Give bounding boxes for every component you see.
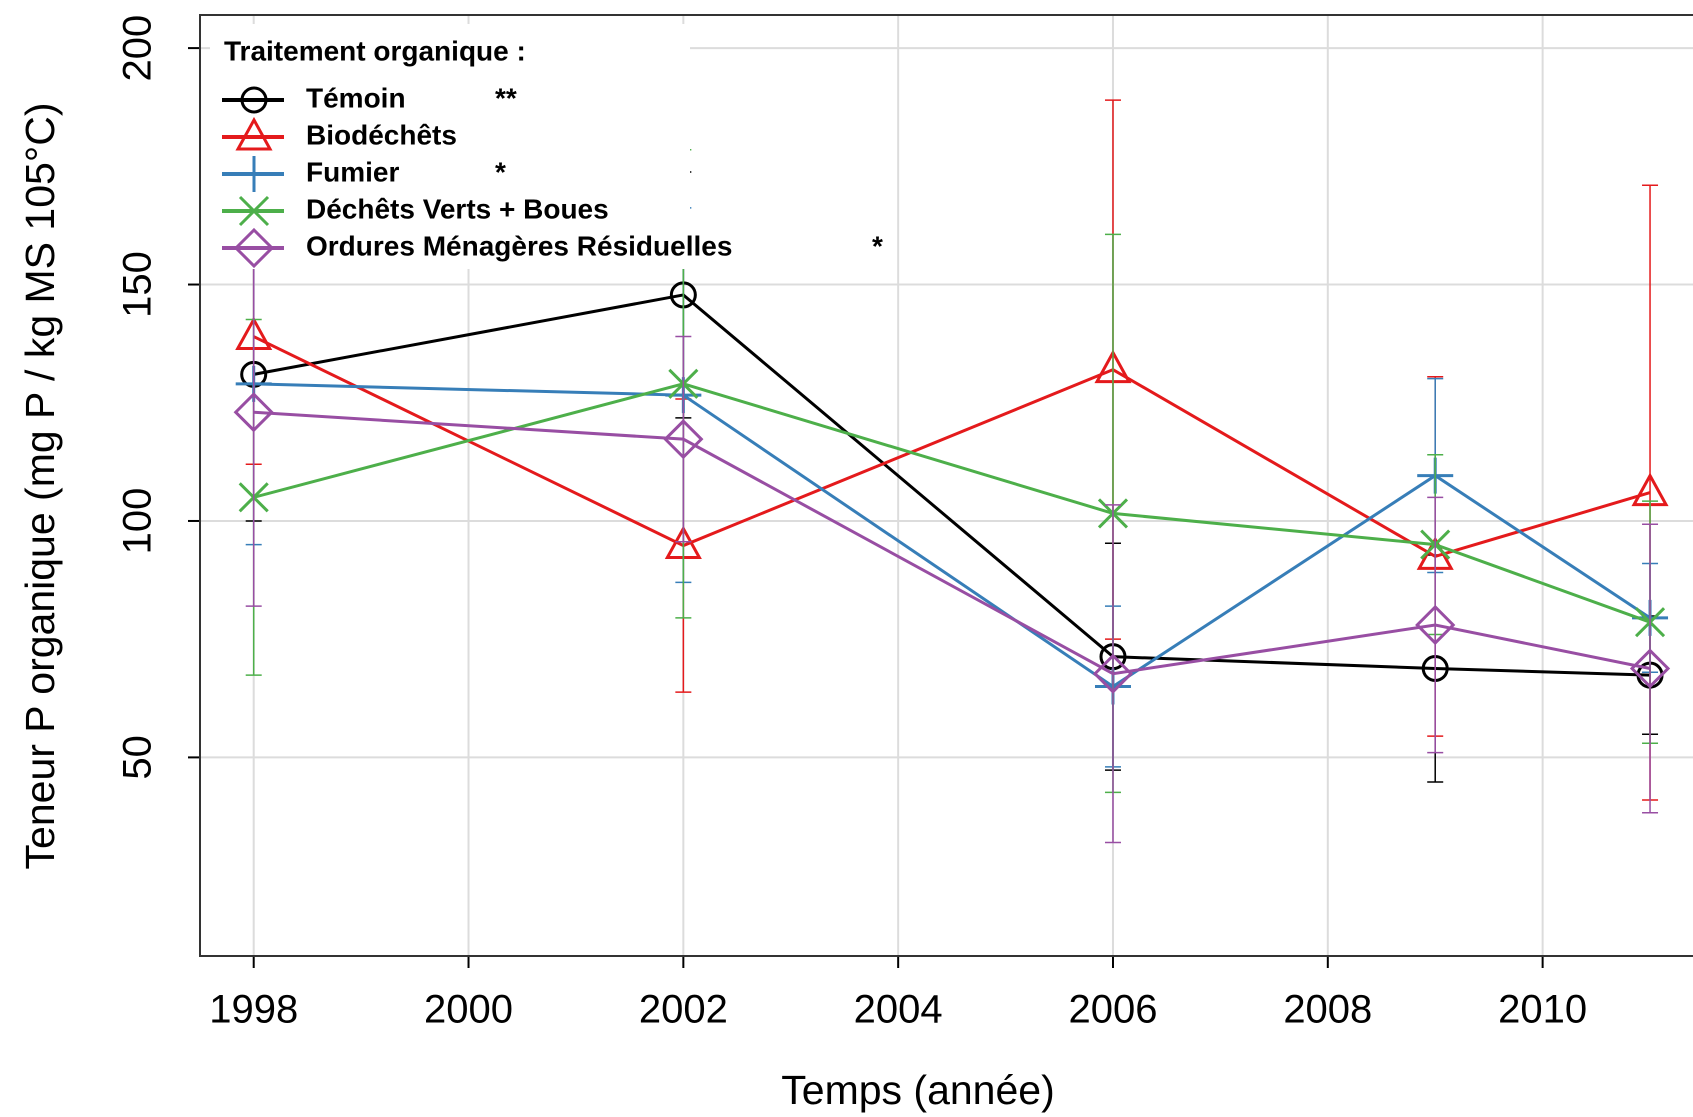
y-tick-label: 200 — [116, 15, 160, 82]
legend-marker — [240, 86, 268, 114]
y-axis-title: Teneur P organique (mg P / kg MS 105°C) — [17, 103, 63, 870]
marker — [1092, 653, 1134, 694]
legend-label: Ordures Ménagères Résiduelles — [306, 230, 732, 261]
legend-label: Biodéchêts — [306, 119, 457, 150]
series-line — [253, 410, 1651, 676]
legend-label: Témoin — [306, 82, 406, 113]
y-tick-label: 100 — [116, 488, 160, 555]
x-tick-label: 2000 — [424, 988, 513, 1032]
y-tick-label: 50 — [116, 735, 160, 780]
legend-background — [210, 24, 690, 269]
x-tick-label: 2008 — [1283, 988, 1372, 1032]
marker — [663, 419, 704, 460]
legend: Traitement organique :Témoin **Biodéchêts… — [210, 24, 883, 269]
legend-label: Déchêts Verts + Boues — [306, 193, 609, 224]
legend-marker — [238, 195, 270, 227]
marker — [233, 392, 274, 433]
legend-title: Traitement organique : — [224, 35, 526, 66]
marker — [1629, 648, 1671, 689]
legend-label: Fumier — [306, 156, 399, 187]
legend-marker — [236, 156, 272, 192]
marker — [1415, 604, 1456, 646]
error-bar — [1642, 523, 1659, 814]
x-tick-label: 1998 — [209, 988, 298, 1032]
legend-annotation: * — [495, 156, 506, 187]
legend-annotation: * — [872, 230, 883, 261]
x-axis-title: Temps (année) — [781, 1067, 1054, 1113]
series-line — [253, 293, 1651, 677]
legend-marker — [235, 116, 273, 151]
plot-frame — [199, 14, 1693, 957]
x-tick-label: 2002 — [639, 988, 728, 1032]
x-tick-label: 2004 — [854, 988, 943, 1032]
y-tick-label: 150 — [116, 251, 160, 318]
legend-marker — [233, 227, 275, 269]
series-line — [253, 335, 1651, 559]
legend-annotation: ** — [495, 82, 517, 113]
x-tick-label: 2010 — [1498, 988, 1587, 1032]
series-line — [253, 382, 1651, 689]
x-tick-label: 2006 — [1068, 988, 1157, 1032]
